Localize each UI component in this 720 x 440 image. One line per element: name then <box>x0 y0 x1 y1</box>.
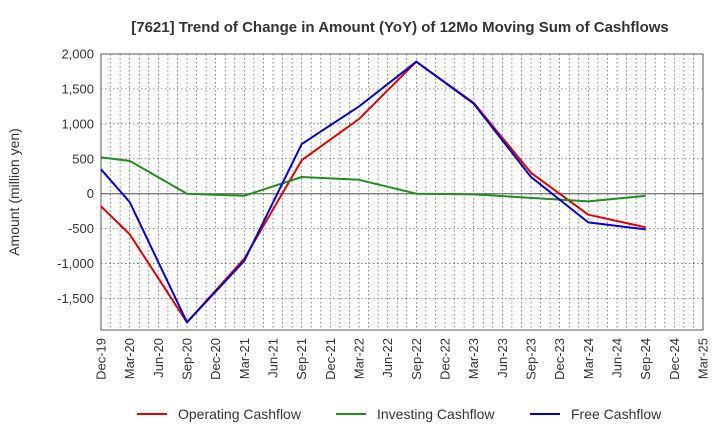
y-tick-label: 500 <box>72 151 94 166</box>
x-tick-label: Dec-24 <box>667 338 682 380</box>
legend-label-free-cashflow: Free Cashflow <box>571 406 662 422</box>
legend-label-operating-cashflow: Operating Cashflow <box>178 406 302 422</box>
series-line-operating-cashflow <box>100 60 646 324</box>
grid <box>101 53 703 330</box>
x-tick-label: Dec-19 <box>94 338 109 380</box>
y-tick-label: 1,500 <box>61 81 94 96</box>
y-tick-label: -1,500 <box>57 291 94 306</box>
x-tick-label: Mar-20 <box>122 338 137 379</box>
x-tick-label: Jun-21 <box>266 338 281 378</box>
y-tick-label: -1,000 <box>57 256 94 271</box>
y-tick-label: 2,000 <box>61 47 94 62</box>
x-tick-label: Jun-23 <box>495 338 510 378</box>
x-tick-label: Sep-20 <box>180 338 195 380</box>
plot-border <box>100 53 704 331</box>
x-tick-label: Sep-23 <box>524 338 539 380</box>
plot-area <box>101 54 703 330</box>
x-tick-label: Mar-24 <box>581 338 596 379</box>
x-tick-label: Dec-23 <box>552 338 567 380</box>
x-tick-label: Dec-21 <box>323 338 338 380</box>
x-tick-label: Jun-20 <box>151 338 166 378</box>
x-tick-label: Dec-20 <box>208 338 223 380</box>
series-layer <box>100 60 646 324</box>
y-tick-label: 1,000 <box>61 116 94 131</box>
tick-labels: 2,000 1,500 1,000 500 0 -500 -1,000 -1,500 Dec-1… <box>57 47 710 380</box>
x-tick-label: Sep-22 <box>409 338 424 380</box>
series-line-investing-cashflow <box>100 156 646 203</box>
legend-label-investing-cashflow: Investing Cashflow <box>377 406 495 422</box>
legend: Operating Cashflow Investing Cashflow Free… <box>137 406 662 422</box>
x-tick-label: Jun-24 <box>610 338 625 378</box>
x-tick-label: Mar-21 <box>237 338 252 379</box>
x-tick-label: Sep-21 <box>294 338 309 380</box>
x-tick-label: Mar-23 <box>466 338 481 379</box>
x-tick-label: Jun-22 <box>380 338 395 378</box>
y-tick-label: -500 <box>68 221 94 236</box>
x-tick-label: Dec-22 <box>438 338 453 380</box>
y-axis-label: Amount (million yen) <box>6 128 22 256</box>
x-tick-label: Mar-25 <box>696 338 711 379</box>
y-tick-label: 0 <box>87 186 94 201</box>
chart-title: [7621] Trend of Change in Amount (YoY) o… <box>131 19 669 36</box>
x-tick-label: Sep-24 <box>638 338 653 380</box>
series-line-free-cashflow <box>100 60 646 324</box>
x-tick-label: Mar-22 <box>352 338 367 379</box>
